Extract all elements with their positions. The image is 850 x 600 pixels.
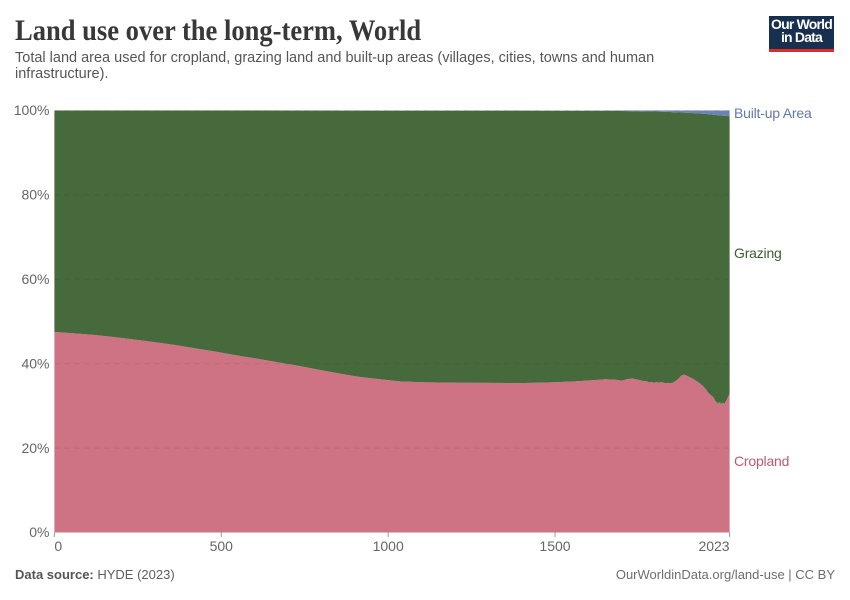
svg-text:1500: 1500 [539,538,570,554]
svg-text:20%: 20% [21,440,49,456]
svg-text:2023: 2023 [698,538,729,554]
svg-text:500: 500 [210,538,234,554]
svg-text:80%: 80% [21,187,49,203]
svg-text:0%: 0% [29,524,49,540]
svg-text:100%: 100% [14,102,50,118]
svg-text:1000: 1000 [373,538,404,554]
svg-text:60%: 60% [21,271,49,287]
svg-text:40%: 40% [21,355,49,371]
svg-text:0: 0 [54,538,62,554]
